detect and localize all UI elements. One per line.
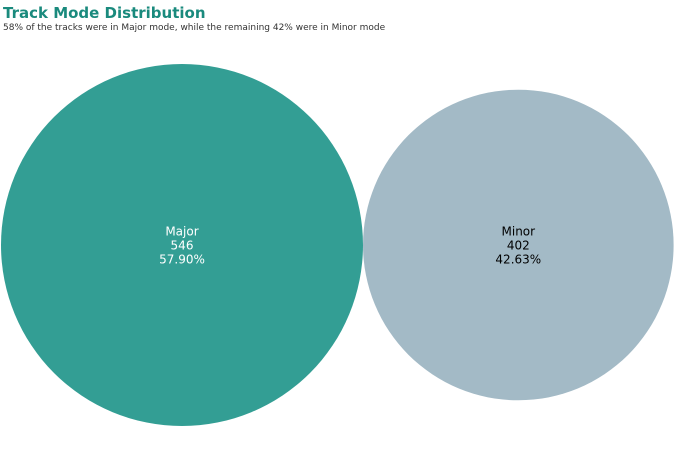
- bubble-name-label-minor: Minor: [502, 225, 536, 239]
- bubble-count-label-minor: 402: [507, 239, 530, 253]
- bubble-name-label-major: Major: [165, 225, 198, 239]
- chart-subtitle: 58% of the tracks were in Major mode, wh…: [3, 23, 386, 33]
- bubble-count-label-major: 546: [171, 239, 194, 253]
- chart-title: Track Mode Distribution: [3, 4, 206, 22]
- bubble-minor: [363, 89, 674, 401]
- bubble-percent-label-major: 57.90%: [159, 253, 205, 267]
- bubble-percent-label-minor: 42.63%: [495, 253, 541, 267]
- bubble-major: [1, 64, 363, 426]
